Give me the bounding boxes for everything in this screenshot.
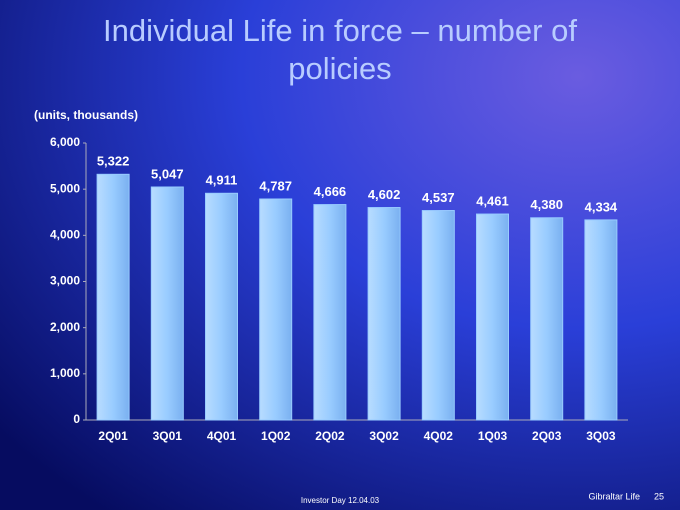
x-tick-label: 3Q02 xyxy=(369,429,399,443)
y-tick-label: 2,000 xyxy=(50,320,80,334)
x-tick-label: 2Q03 xyxy=(532,429,562,443)
bar xyxy=(367,207,401,421)
value-label: 4,537 xyxy=(422,190,455,205)
y-tick-label: 3,000 xyxy=(50,274,80,288)
value-label: 5,322 xyxy=(97,154,130,169)
bar xyxy=(205,192,238,421)
value-label: 5,047 xyxy=(151,166,184,181)
bar xyxy=(259,198,293,421)
x-tick-label: 3Q01 xyxy=(153,429,183,443)
y-tick-label: 0 xyxy=(73,412,80,426)
x-tick-label: 1Q03 xyxy=(478,429,508,443)
y-tick-label: 5,000 xyxy=(50,181,80,195)
footer-center: Investor Day 12.04.03 xyxy=(301,496,380,505)
x-tick-label: 1Q02 xyxy=(261,429,291,443)
y-tick-label: 4,000 xyxy=(50,228,80,242)
bar xyxy=(421,210,455,421)
value-label: 4,461 xyxy=(476,193,509,208)
value-label: 4,380 xyxy=(530,197,563,212)
value-label: 4,911 xyxy=(206,173,238,188)
bar xyxy=(476,213,509,421)
slide-title: Individual Life in force – number of pol… xyxy=(103,13,577,86)
value-label: 4,666 xyxy=(314,184,347,199)
bar xyxy=(584,219,618,421)
y-axis-label: (units, thousands) xyxy=(34,108,138,122)
y-tick-label: 6,000 xyxy=(50,135,80,149)
bar xyxy=(313,204,347,421)
bar xyxy=(150,186,184,421)
footer-company: Gibraltar Life xyxy=(588,491,640,501)
value-label: 4,602 xyxy=(368,187,401,202)
page-number: 25 xyxy=(654,491,664,501)
value-label: 4,787 xyxy=(259,178,292,193)
y-tick-label: 1,000 xyxy=(50,366,80,380)
x-tick-label: 2Q01 xyxy=(98,429,128,443)
x-tick-label: 2Q02 xyxy=(315,429,345,443)
x-tick-label: 4Q01 xyxy=(207,429,237,443)
x-tick-label: 4Q02 xyxy=(424,429,454,443)
bar xyxy=(96,173,130,421)
value-label: 4,334 xyxy=(585,199,618,214)
x-tick-label: 3Q03 xyxy=(586,429,616,443)
bar xyxy=(530,217,564,421)
